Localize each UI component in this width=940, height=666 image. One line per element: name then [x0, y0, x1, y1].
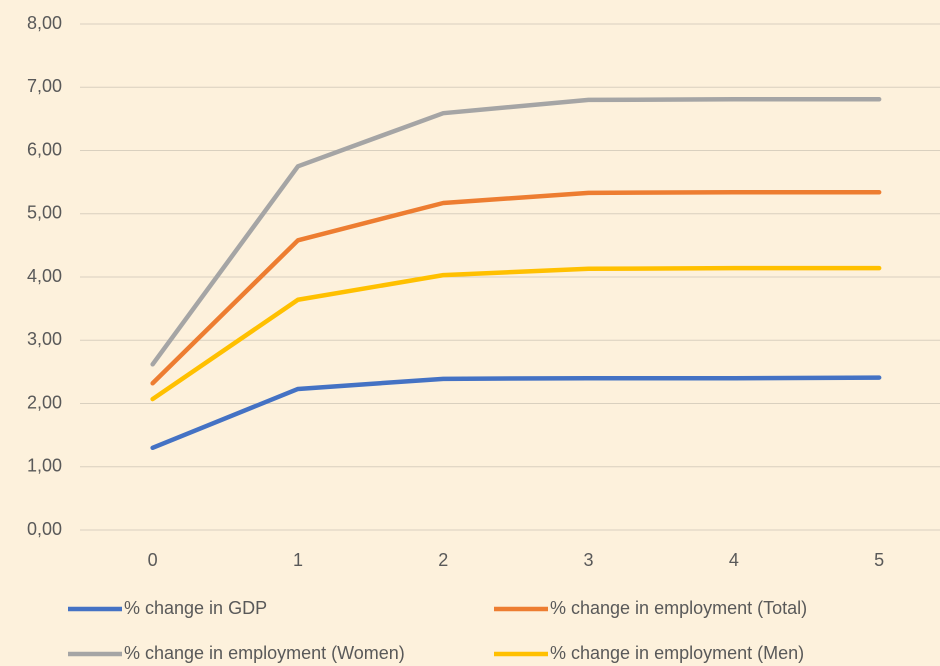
- x-tick-label: 1: [293, 550, 303, 570]
- y-tick-label: 2,00: [27, 392, 62, 412]
- legend-label: % change in GDP: [124, 598, 267, 618]
- x-tick-label: 0: [148, 550, 158, 570]
- y-tick-label: 8,00: [27, 13, 62, 33]
- y-tick-label: 3,00: [27, 329, 62, 349]
- y-tick-label: 6,00: [27, 139, 62, 159]
- legend-label: % change in employment (Women): [124, 643, 405, 663]
- x-tick-label: 5: [874, 550, 884, 570]
- series-line: [150, 375, 882, 451]
- x-tick-label: 3: [584, 550, 594, 570]
- series-line: [150, 97, 882, 367]
- y-tick-label: 5,00: [27, 203, 62, 223]
- legend-label: % change in employment (Men): [550, 643, 804, 663]
- y-tick-label: 1,00: [27, 456, 62, 476]
- y-tick-label: 0,00: [27, 519, 62, 539]
- y-tick-label: 7,00: [27, 76, 62, 96]
- legend-label: % change in employment (Total): [550, 598, 807, 618]
- series-line: [150, 265, 882, 402]
- x-tick-label: 4: [729, 550, 739, 570]
- y-tick-label: 4,00: [27, 266, 62, 286]
- x-tick-label: 2: [438, 550, 448, 570]
- series-line: [150, 189, 882, 386]
